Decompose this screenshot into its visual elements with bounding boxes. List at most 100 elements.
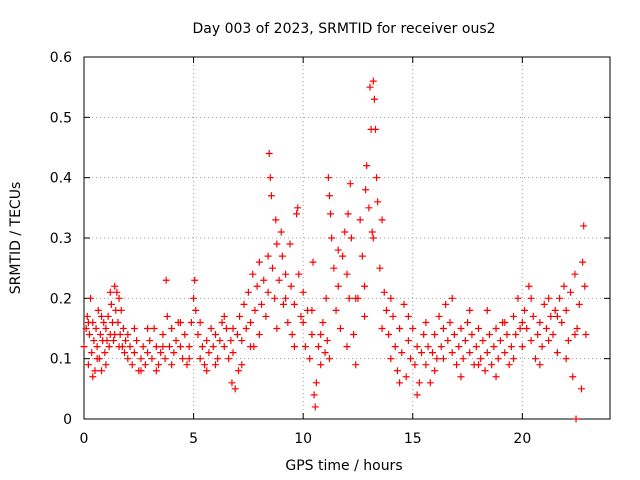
data-point	[553, 312, 561, 320]
data-point	[446, 318, 454, 326]
data-point	[344, 210, 352, 218]
data-point	[101, 349, 109, 357]
x-tick-label: 15	[404, 431, 422, 447]
data-point	[494, 355, 502, 363]
data-point	[255, 258, 263, 266]
data-point	[346, 180, 354, 188]
data-point	[172, 337, 180, 345]
data-point	[343, 343, 351, 351]
data-point	[126, 343, 134, 351]
data-point	[571, 270, 579, 278]
data-point	[366, 83, 374, 91]
data-point	[579, 258, 587, 266]
data-point	[203, 367, 211, 375]
data-point	[323, 337, 331, 345]
data-point	[229, 349, 237, 357]
data-point	[111, 331, 119, 339]
data-point	[582, 331, 590, 339]
data-point	[325, 355, 333, 363]
data-point	[191, 276, 199, 284]
data-point	[165, 343, 173, 351]
data-point	[510, 355, 518, 363]
data-point	[518, 318, 526, 326]
data-point	[203, 337, 211, 345]
data-point	[477, 355, 485, 363]
data-point	[492, 373, 500, 381]
data-point	[163, 312, 171, 320]
data-point	[376, 264, 384, 272]
data-point	[299, 318, 307, 326]
data-point	[490, 343, 498, 351]
data-point	[238, 361, 246, 369]
data-point	[308, 306, 316, 314]
data-point	[444, 337, 452, 345]
data-point	[373, 174, 381, 182]
data-point	[407, 355, 415, 363]
data-point	[87, 294, 95, 302]
data-point	[196, 355, 204, 363]
data-point	[228, 379, 236, 387]
data-point	[358, 252, 366, 260]
data-point	[150, 325, 158, 332]
y-tick-label: 0.4	[50, 171, 72, 187]
data-point	[422, 318, 430, 326]
data-point	[538, 343, 546, 351]
data-point	[339, 252, 347, 260]
data-point	[265, 150, 273, 158]
x-tick-label: 20	[513, 431, 531, 447]
data-point	[98, 312, 106, 320]
data-point	[534, 331, 542, 339]
data-point	[179, 355, 187, 363]
data-point	[503, 331, 511, 339]
data-point	[315, 343, 323, 351]
data-point	[93, 355, 101, 363]
data-point	[139, 343, 147, 351]
data-point	[272, 216, 280, 224]
data-point	[575, 300, 583, 308]
data-point	[146, 337, 154, 345]
data-point	[345, 294, 353, 302]
data-point	[299, 288, 307, 296]
y-tick-label: 0	[63, 412, 72, 428]
data-point	[273, 325, 281, 332]
x-axis-tick-labels: 0 5 10 15 20	[80, 431, 532, 447]
data-point	[448, 294, 456, 302]
data-point	[324, 174, 332, 182]
data-point	[457, 325, 465, 332]
data-point	[89, 373, 97, 381]
data-point	[227, 337, 235, 345]
data-point	[98, 367, 106, 375]
data-point	[556, 294, 564, 302]
data-point	[104, 312, 112, 320]
data-point	[220, 343, 228, 351]
data-point	[148, 355, 156, 363]
data-point	[411, 361, 419, 369]
data-point	[453, 361, 461, 369]
data-point	[328, 234, 336, 242]
data-point	[106, 288, 114, 296]
data-point	[545, 294, 553, 302]
data-point	[110, 337, 118, 345]
data-point	[205, 349, 213, 357]
data-point	[295, 270, 303, 278]
data-point	[448, 349, 456, 357]
data-point	[542, 325, 550, 332]
data-point	[273, 240, 281, 248]
data-point	[562, 355, 570, 363]
data-point	[107, 300, 115, 308]
data-point	[277, 228, 285, 236]
data-point	[501, 318, 509, 326]
data-point	[293, 210, 301, 218]
data-point	[82, 325, 90, 332]
data-point	[369, 234, 377, 242]
data-point	[536, 361, 544, 369]
x-tick-label: 0	[80, 431, 89, 447]
data-point	[105, 343, 113, 351]
data-point	[527, 294, 535, 302]
data-point	[114, 318, 122, 326]
data-point	[361, 312, 369, 320]
data-point	[83, 312, 91, 320]
data-point	[288, 331, 296, 339]
data-point	[181, 331, 189, 339]
